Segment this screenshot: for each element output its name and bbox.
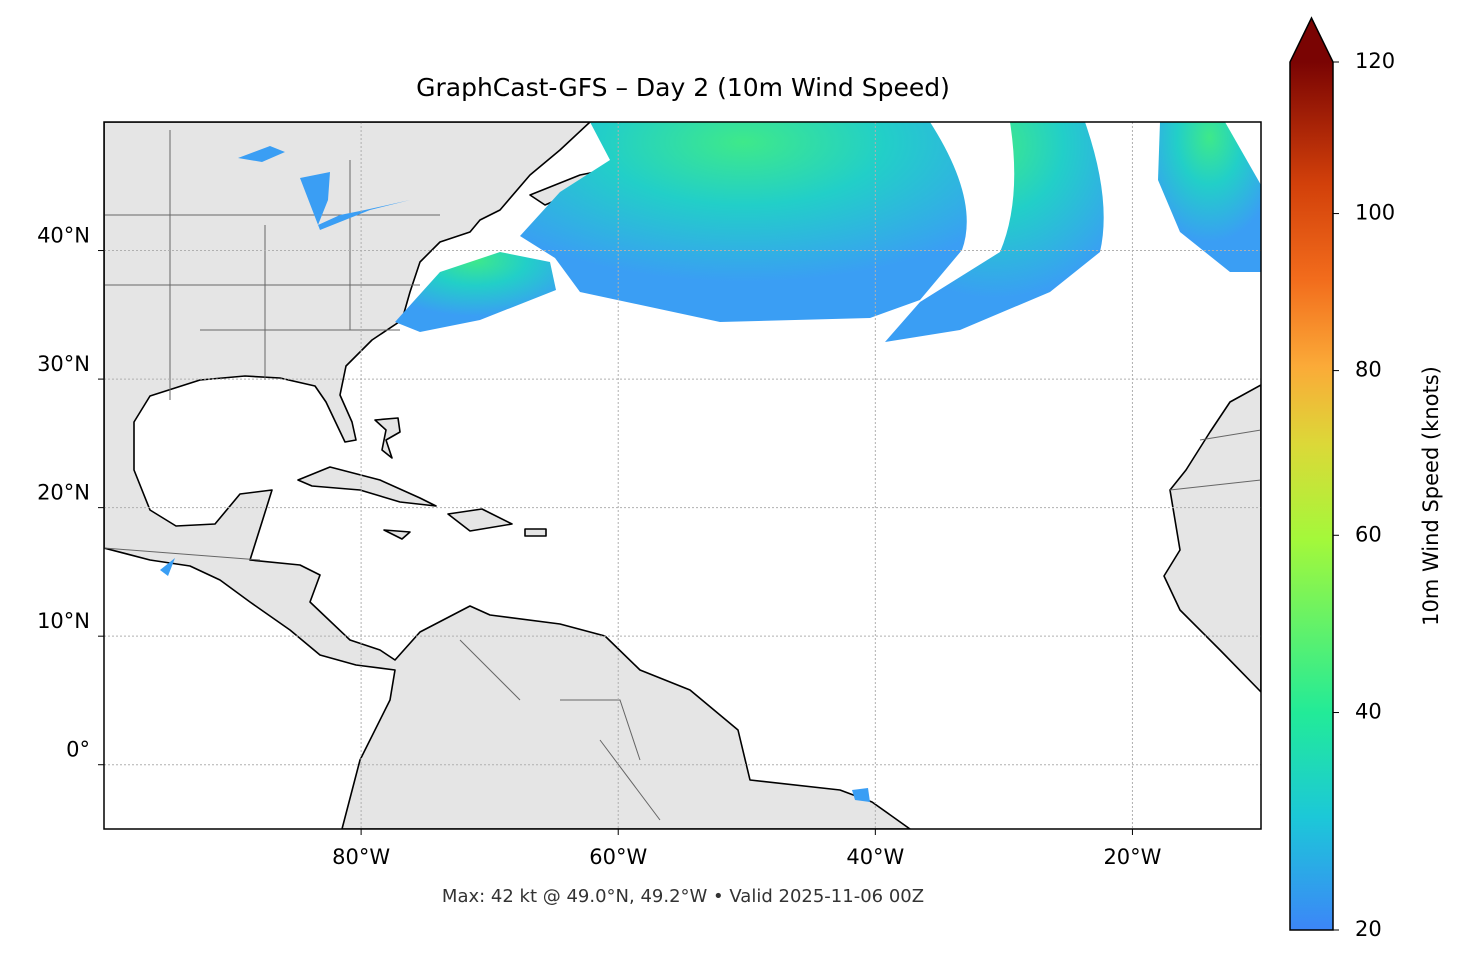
colorbar-fill: [1290, 62, 1333, 930]
colorbar-label: 10m Wind Speed (knots): [1419, 366, 1443, 626]
lat-tick-label: 20°N: [37, 481, 90, 505]
jamaica: [383, 529, 411, 540]
africa: [1163, 384, 1261, 693]
colorbar: 20 40 60 80 100 120: [1289, 16, 1395, 941]
colorbar-tick-label: 80: [1355, 358, 1382, 382]
puerto-rico: [524, 528, 547, 537]
wind-region: [1158, 122, 1261, 272]
colorbar-extend: [1290, 18, 1333, 62]
footnote: Max: 42 kt @ 49.0°N, 49.2°W • Valid 2025…: [442, 886, 924, 907]
map-frame: [103, 121, 1262, 830]
wind-region: [885, 122, 1104, 342]
lon-tick-label: 40°W: [846, 845, 904, 869]
colorbar-frame: [1289, 16, 1334, 931]
lon-tick-label: 20°W: [1103, 845, 1161, 869]
wind-region: [395, 252, 556, 332]
lat-tick-label: 10°N: [37, 609, 90, 633]
colorbar-tick-label: 100: [1355, 201, 1395, 225]
graticule: [104, 122, 1261, 829]
map-layers: [104, 122, 1261, 829]
lon-tick-label: 80°W: [332, 845, 390, 869]
lat-tick-label: 0°: [66, 738, 90, 762]
colorbar-tick-label: 40: [1355, 700, 1382, 724]
colorbar-tick-label: 120: [1355, 49, 1395, 73]
lat-tick-label: 40°N: [37, 224, 90, 248]
map-title: GraphCast-GFS – Day 2 (10m Wind Speed): [416, 73, 950, 102]
lat-tick-label: 30°N: [37, 352, 90, 376]
borders: [104, 130, 1261, 821]
bahamas: [374, 417, 401, 459]
wind-region: [520, 122, 967, 322]
americas: [104, 122, 911, 829]
hispaniola: [447, 508, 513, 532]
colorbar-tick-label: 60: [1355, 522, 1382, 546]
colorbar-tick-label: 20: [1355, 917, 1382, 941]
cuba: [297, 466, 437, 507]
lon-tick-label: 60°W: [589, 845, 647, 869]
